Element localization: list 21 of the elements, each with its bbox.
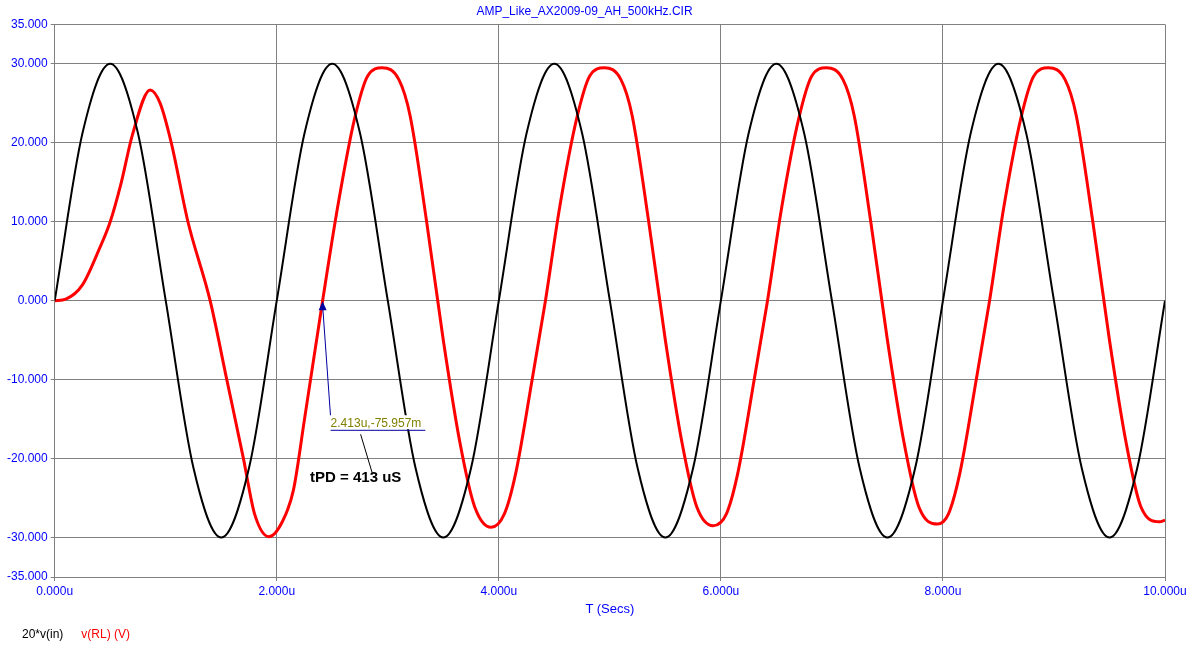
x-tick-label: 8.000u: [924, 583, 962, 598]
annotation: tPD = 413 uS: [310, 468, 402, 486]
y-tick-label: -10.000: [7, 371, 49, 386]
chart-title: AMP_Like_AX2009-09_AH_500kHz.CIR: [476, 3, 693, 18]
y-tick-label: 20.000: [11, 135, 49, 150]
text: v(RL) (V): [81, 627, 131, 642]
text: 20*v(in): [22, 627, 64, 642]
x-tick-label: 0.000u: [36, 583, 74, 598]
y-tick-label: 0.000: [17, 293, 49, 308]
y-tick-label: -35.000: [7, 569, 49, 584]
y-tick-label: -20.000: [7, 450, 49, 465]
x-tick-label: 4.000u: [480, 583, 518, 598]
x-tick-label: 6.000u: [702, 583, 740, 598]
annotation: 2.413u,-75.957m: [330, 415, 422, 430]
y-tick-label: 10.000: [11, 214, 49, 229]
y-tick-label: -30.000: [7, 529, 49, 544]
x-tick-label: 2.000u: [258, 583, 296, 598]
x-tick-label: 10.000u: [1143, 583, 1187, 598]
y-tick-label: 35.000: [11, 16, 49, 31]
y-tick-label: 30.000: [11, 56, 49, 71]
x-axis-title: T (Secs): [585, 600, 635, 616]
